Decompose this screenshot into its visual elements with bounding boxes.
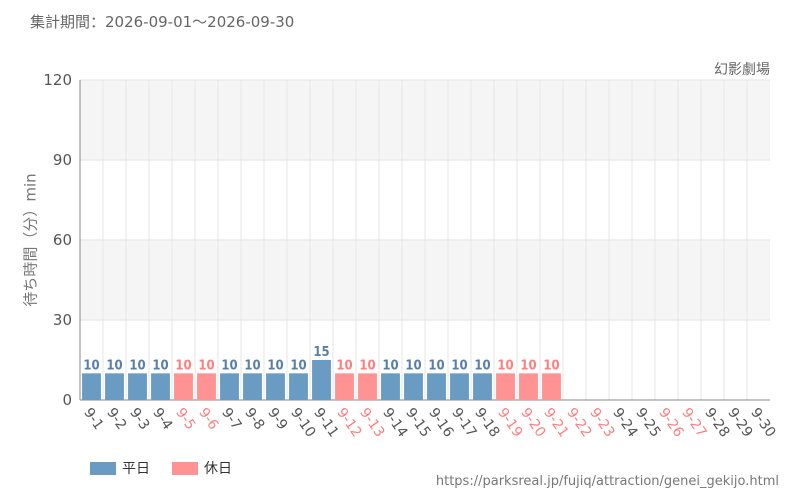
x-tick-label: 9-7 bbox=[218, 405, 244, 433]
x-tick-label: 9-5 bbox=[172, 405, 198, 433]
x-tick-label: 9-26 bbox=[655, 405, 686, 440]
x-tick-label: 9-24 bbox=[609, 405, 640, 440]
legend-label-weekday: 平日 bbox=[122, 461, 150, 477]
bar bbox=[220, 373, 239, 400]
x-tick-label: 9-13 bbox=[356, 405, 387, 440]
bar-value-label: 10 bbox=[83, 358, 99, 373]
bar-value-label: 10 bbox=[382, 358, 398, 373]
x-tick-label: 9-14 bbox=[379, 405, 410, 440]
x-tick-label: 9-10 bbox=[287, 405, 318, 440]
bar bbox=[335, 373, 354, 400]
bar-value-label: 10 bbox=[244, 358, 260, 373]
x-tick-label: 9-17 bbox=[448, 405, 479, 440]
x-tick-label: 9-8 bbox=[241, 405, 267, 433]
x-tick-label: 9-30 bbox=[747, 405, 778, 440]
bar bbox=[542, 373, 561, 400]
source-url[interactable]: https://parksreal.jp/fujiq/attraction/ge… bbox=[435, 474, 779, 489]
x-tick-label: 9-28 bbox=[701, 405, 732, 440]
x-tick-label: 9-4 bbox=[149, 405, 175, 433]
legend: 平日 休日 bbox=[90, 458, 254, 478]
legend-item-holiday[interactable]: 休日 bbox=[172, 458, 232, 478]
bar-value-label: 10 bbox=[290, 358, 306, 373]
x-tick-label: 9-25 bbox=[632, 405, 663, 440]
x-tick-label: 9-27 bbox=[678, 405, 709, 440]
bar bbox=[266, 373, 285, 400]
x-tick-label: 9-12 bbox=[333, 405, 364, 440]
x-tick-label: 9-11 bbox=[310, 405, 341, 440]
bar bbox=[197, 373, 216, 400]
bar bbox=[174, 373, 193, 400]
bar bbox=[404, 373, 423, 400]
bar-value-label: 10 bbox=[474, 358, 490, 373]
bar-value-label: 10 bbox=[129, 358, 145, 373]
legend-swatch-weekday bbox=[90, 461, 116, 475]
bar bbox=[473, 373, 492, 400]
y-tick-label: 90 bbox=[53, 151, 72, 169]
bar-value-label: 10 bbox=[543, 358, 559, 373]
bar-value-label: 10 bbox=[428, 358, 444, 373]
legend-swatch-holiday bbox=[172, 461, 198, 475]
x-tick-label: 9-22 bbox=[563, 405, 594, 440]
bar bbox=[381, 373, 400, 400]
x-tick-label: 9-21 bbox=[540, 405, 571, 440]
bar bbox=[243, 373, 262, 400]
x-tick-label: 9-6 bbox=[195, 405, 221, 433]
bar-value-label: 10 bbox=[221, 358, 237, 373]
legend-item-weekday[interactable]: 平日 bbox=[90, 458, 150, 478]
bar-value-label: 10 bbox=[336, 358, 352, 373]
x-tick-label: 9-20 bbox=[517, 405, 548, 440]
bar-value-label: 10 bbox=[451, 358, 467, 373]
x-tick-label: 9-1 bbox=[80, 405, 106, 433]
bar-value-label: 10 bbox=[106, 358, 122, 373]
x-tick-label: 9-15 bbox=[402, 405, 433, 440]
x-tick-label: 9-23 bbox=[586, 405, 617, 440]
period-label: 集計期間：2026-09-01～2026-09-30 bbox=[30, 13, 295, 31]
bar bbox=[105, 373, 124, 400]
bar-value-label: 10 bbox=[175, 358, 191, 373]
y-tick-label: 30 bbox=[53, 311, 72, 329]
bar-value-label: 10 bbox=[520, 358, 536, 373]
bar-value-label: 10 bbox=[497, 358, 513, 373]
chart-title: 幻影劇場 bbox=[714, 62, 770, 78]
bar bbox=[151, 373, 170, 400]
x-tick-label: 9-3 bbox=[126, 405, 152, 433]
y-tick-label: 60 bbox=[53, 231, 72, 249]
bar bbox=[427, 373, 446, 400]
bar-value-label: 10 bbox=[359, 358, 375, 373]
y-tick-label: 0 bbox=[62, 391, 72, 409]
bar bbox=[358, 373, 377, 400]
legend-label-holiday: 休日 bbox=[204, 461, 232, 477]
bar-value-label: 15 bbox=[313, 345, 329, 360]
bar-value-label: 10 bbox=[405, 358, 421, 373]
bar-value-label: 10 bbox=[198, 358, 214, 373]
bar-value-label: 10 bbox=[152, 358, 168, 373]
bar bbox=[289, 373, 308, 400]
bar bbox=[128, 373, 147, 400]
bar bbox=[82, 373, 101, 400]
bar bbox=[450, 373, 469, 400]
x-tick-label: 9-9 bbox=[264, 405, 290, 433]
bar bbox=[519, 373, 538, 400]
x-tick-label: 9-29 bbox=[724, 405, 755, 440]
x-tick-label: 9-16 bbox=[425, 405, 456, 440]
y-tick-label: 120 bbox=[43, 71, 72, 89]
bar bbox=[312, 360, 331, 400]
x-tick-label: 9-19 bbox=[494, 405, 525, 440]
bar bbox=[496, 373, 515, 400]
x-tick-label: 9-2 bbox=[103, 405, 129, 433]
x-tick-label: 9-18 bbox=[471, 405, 502, 440]
bar-value-label: 10 bbox=[267, 358, 283, 373]
